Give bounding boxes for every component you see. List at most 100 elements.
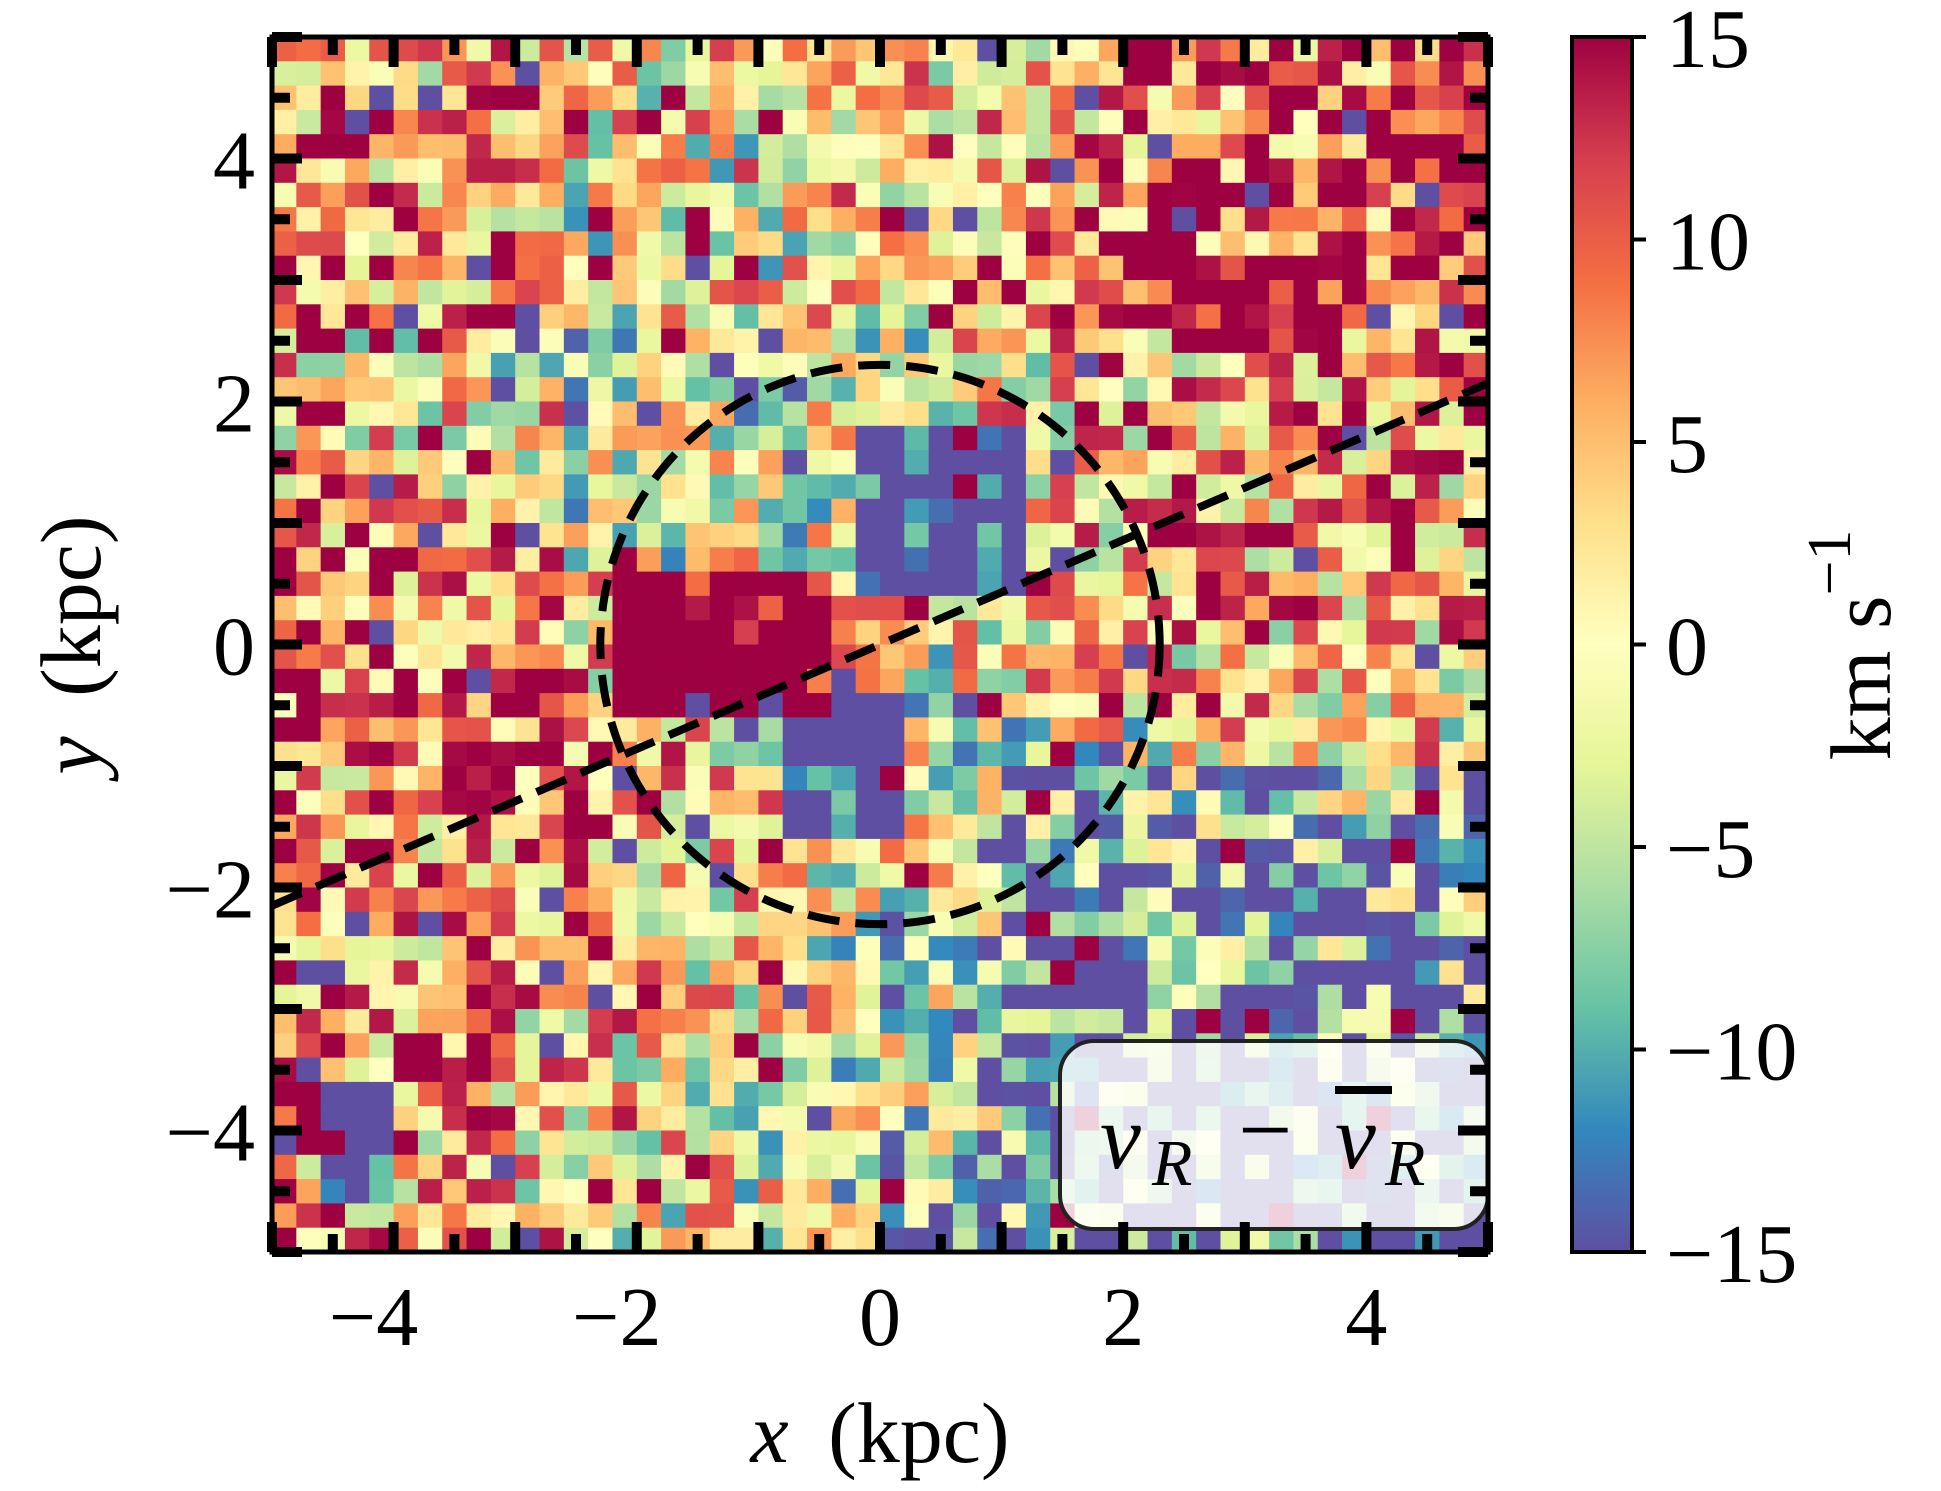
heatmap-cell bbox=[1050, 595, 1076, 621]
heatmap-cell bbox=[1196, 158, 1222, 184]
heatmap-cell bbox=[417, 911, 443, 937]
heatmap-cell bbox=[515, 85, 541, 111]
heatmap-cell bbox=[1147, 304, 1173, 330]
heatmap-cell bbox=[855, 838, 881, 864]
heatmap-cell bbox=[539, 61, 565, 87]
heatmap-cell bbox=[758, 280, 784, 305]
heatmap-cell bbox=[1050, 450, 1076, 475]
heatmap-cell bbox=[1293, 547, 1319, 573]
heatmap-cell bbox=[758, 790, 784, 816]
heatmap-cell bbox=[296, 207, 322, 232]
heatmap-cell bbox=[563, 255, 589, 281]
heatmap-cell bbox=[1171, 85, 1197, 111]
heatmap-cell bbox=[1415, 887, 1440, 913]
heatmap-cell bbox=[272, 838, 297, 864]
heatmap-cell bbox=[393, 717, 419, 743]
heatmap-cell bbox=[831, 304, 857, 330]
heatmap-cell bbox=[904, 37, 930, 62]
heatmap-cell bbox=[1244, 790, 1270, 816]
heatmap-cell bbox=[272, 231, 297, 257]
heatmap-cell bbox=[1342, 134, 1367, 160]
heatmap-cell bbox=[1244, 571, 1270, 597]
heatmap-cell bbox=[1439, 231, 1465, 257]
heatmap-cell bbox=[1439, 352, 1465, 378]
heatmap-cell bbox=[1415, 1009, 1440, 1034]
heatmap-cell bbox=[344, 134, 370, 160]
heatmap-cell bbox=[734, 1009, 759, 1034]
heatmap-cell bbox=[1293, 741, 1319, 767]
heatmap-cell bbox=[1317, 304, 1343, 330]
heatmap-cell bbox=[880, 134, 905, 160]
heatmap-cell bbox=[1025, 838, 1051, 864]
heatmap-cell bbox=[636, 911, 662, 937]
heatmap-cell bbox=[1147, 766, 1173, 791]
heatmap-cell bbox=[563, 401, 589, 427]
heatmap-cell bbox=[539, 1179, 565, 1204]
heatmap-cell bbox=[1196, 741, 1222, 767]
heatmap-cell bbox=[320, 401, 346, 427]
heatmap-cell bbox=[734, 450, 759, 475]
heatmap-cell bbox=[490, 887, 516, 913]
heatmap-cell bbox=[1220, 207, 1246, 232]
heatmap-cell bbox=[880, 280, 905, 305]
heatmap-cell bbox=[1123, 425, 1149, 451]
heatmap-cell bbox=[369, 304, 395, 330]
heatmap-cell bbox=[344, 984, 370, 1010]
heatmap-cell bbox=[831, 668, 857, 694]
heatmap-cell bbox=[952, 1057, 978, 1083]
heatmap-cell bbox=[1366, 85, 1392, 111]
heatmap-cell bbox=[880, 547, 905, 573]
heatmap-cell bbox=[393, 207, 419, 232]
heatmap-cell bbox=[1001, 85, 1027, 111]
heatmap-cell bbox=[831, 37, 857, 62]
heatmap-cell bbox=[1025, 1033, 1051, 1059]
heatmap-cell bbox=[1220, 255, 1246, 281]
heatmap-cell bbox=[734, 1033, 759, 1059]
heatmap-cell bbox=[855, 109, 881, 135]
heatmap-cell bbox=[1123, 182, 1149, 208]
heatmap-cell bbox=[952, 109, 978, 135]
heatmap-cell bbox=[952, 498, 978, 524]
heatmap-cell bbox=[1390, 450, 1416, 475]
heatmap-cell bbox=[369, 644, 395, 670]
heatmap-cell bbox=[369, 620, 395, 646]
heatmap-cell bbox=[1415, 838, 1440, 864]
heatmap-cell bbox=[369, 158, 395, 184]
heatmap-cell bbox=[709, 1227, 735, 1252]
heatmap-cell bbox=[1098, 911, 1124, 937]
heatmap-cell bbox=[466, 960, 492, 986]
x-tick-label: 0 bbox=[859, 1271, 901, 1364]
heatmap-cell bbox=[1317, 401, 1343, 427]
heatmap-cell bbox=[855, 887, 881, 913]
heatmap-cell bbox=[1317, 1009, 1343, 1034]
heatmap-cell bbox=[709, 37, 735, 62]
heatmap-cell bbox=[539, 280, 565, 305]
heatmap-cell bbox=[807, 620, 832, 646]
x-axis-unit: (kpc) bbox=[828, 1385, 1009, 1481]
heatmap-cell bbox=[539, 182, 565, 208]
heatmap-cell bbox=[807, 498, 832, 524]
heatmap-cell bbox=[1098, 571, 1124, 597]
heatmap-cell bbox=[612, 450, 638, 475]
heatmap-cell bbox=[904, 1179, 930, 1204]
heatmap-cell bbox=[1269, 960, 1295, 986]
heatmap-cell bbox=[1269, 741, 1295, 767]
heatmap-cell bbox=[515, 474, 541, 500]
heatmap-cell bbox=[952, 37, 978, 62]
heatmap-cell bbox=[1317, 37, 1343, 62]
heatmap-cell bbox=[369, 1130, 395, 1156]
heatmap-cell bbox=[1293, 838, 1319, 864]
heatmap-cell bbox=[782, 231, 808, 257]
heatmap-cell bbox=[1244, 1009, 1270, 1034]
heatmap-cell bbox=[904, 231, 930, 257]
heatmap-cell bbox=[320, 693, 346, 718]
heatmap-cell bbox=[1171, 377, 1197, 403]
heatmap-cell bbox=[466, 984, 492, 1010]
heatmap-cell bbox=[344, 668, 370, 694]
heatmap-cell bbox=[344, 571, 370, 597]
heatmap-cell bbox=[855, 547, 881, 573]
heatmap-cell bbox=[588, 182, 614, 208]
heatmap-cell bbox=[1293, 61, 1319, 87]
heatmap-cell bbox=[1098, 377, 1124, 403]
heatmap-cell bbox=[442, 790, 468, 816]
